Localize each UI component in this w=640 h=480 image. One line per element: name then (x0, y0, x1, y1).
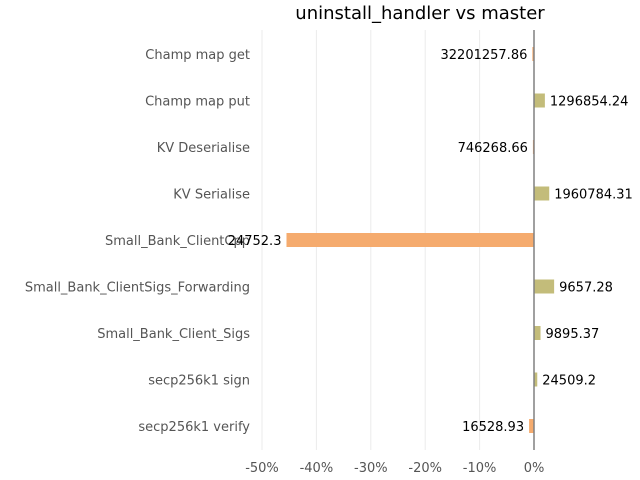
x-tick-labels: -50% -40% -30% -20% -10% 0% (245, 461, 544, 476)
category-label: secp256k1 verify (138, 420, 250, 435)
value-labels: 32201257.86 1296854.24 746268.66 1960784.31… (228, 48, 633, 435)
category-label: Small_Bank_Client_Sigs (97, 327, 250, 342)
category-label: Champ map get (145, 48, 250, 63)
bar (534, 326, 541, 340)
bar (529, 419, 534, 433)
value-label: 32201257.86 (441, 48, 528, 63)
chart-title: uninstall_handler vs master (295, 3, 545, 24)
bar (534, 93, 545, 108)
value-label: 1960784.31 (554, 188, 633, 203)
x-tick-label: -40% (300, 461, 334, 476)
value-label: 1296854.24 (550, 95, 629, 110)
value-label: 9895.37 (546, 327, 600, 342)
x-tick-label: 0% (524, 461, 545, 476)
value-label: 746268.66 (458, 141, 528, 156)
bar (286, 233, 534, 247)
bar (534, 186, 550, 201)
category-label: Small_Bank_ClientCpp (105, 234, 250, 249)
category-label: Champ map put (145, 95, 250, 110)
x-tick-label: -10% (463, 461, 497, 476)
value-label: 9657.28 (559, 281, 613, 296)
x-tick-label: -30% (354, 461, 388, 476)
x-tick-label: -20% (408, 461, 442, 476)
category-label: secp256k1 sign (148, 374, 250, 389)
bar (534, 372, 538, 387)
category-label: Small_Bank_ClientSigs_Forwarding (25, 281, 250, 296)
x-tick-label: -50% (245, 461, 279, 476)
bar (532, 47, 534, 61)
value-label: 24752.3 (228, 234, 282, 249)
value-label: 16528.93 (462, 420, 524, 435)
value-label: 24509.2 (542, 374, 596, 389)
category-labels: Champ map get Champ map put KV Deserialise… (25, 48, 250, 435)
bar (534, 279, 555, 294)
category-label: KV Deserialise (157, 141, 250, 156)
bars (286, 47, 555, 433)
category-label: KV Serialise (173, 188, 250, 203)
